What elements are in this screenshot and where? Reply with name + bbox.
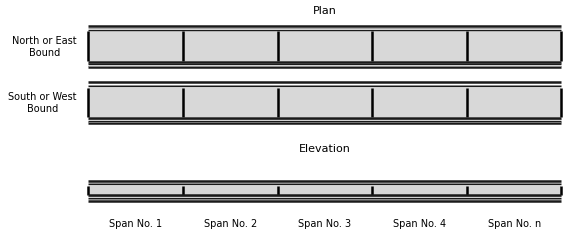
Text: Span No. 2: Span No. 2 [203, 219, 257, 229]
Text: Span No. 1: Span No. 1 [109, 219, 162, 229]
Text: Span No. 3: Span No. 3 [298, 219, 352, 229]
Text: Span No. n: Span No. n [487, 219, 541, 229]
Bar [88, 186, 561, 195]
Text: Span No. 4: Span No. 4 [393, 219, 446, 229]
Text: North or East
Bound: North or East Bound [13, 36, 77, 58]
Bar [88, 31, 561, 61]
Bar [88, 88, 561, 117]
Text: South or West
Bound: South or West Bound [9, 92, 77, 114]
Text: Plan: Plan [313, 6, 337, 16]
Text: Elevation: Elevation [299, 144, 351, 154]
